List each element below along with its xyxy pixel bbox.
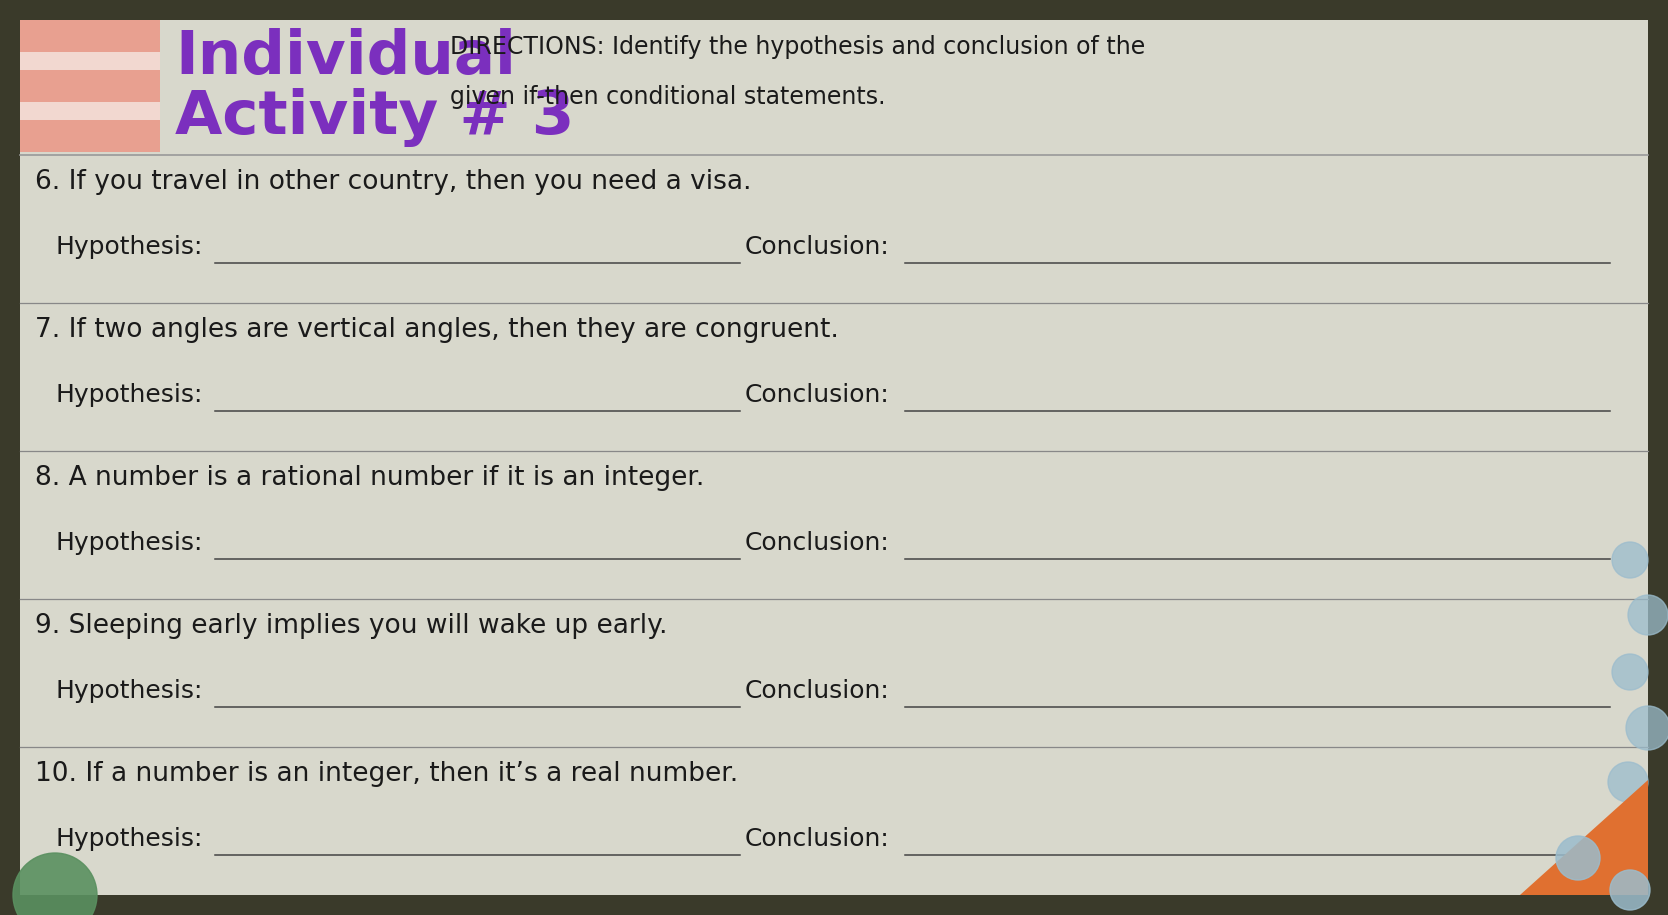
Circle shape [1556, 836, 1600, 880]
Bar [20, 120, 160, 152]
Circle shape [13, 853, 97, 915]
Circle shape [1608, 762, 1648, 802]
Text: Individual: Individual [175, 28, 515, 87]
Text: Conclusion:: Conclusion: [746, 827, 889, 851]
Text: Activity # 3: Activity # 3 [175, 88, 574, 147]
Bar [20, 102, 160, 120]
Text: 6. If you travel in other country, then you need a visa.: 6. If you travel in other country, then … [35, 169, 752, 195]
Circle shape [1611, 654, 1648, 690]
Circle shape [1628, 595, 1668, 635]
Circle shape [1626, 706, 1668, 750]
Bar [20, 52, 160, 70]
Text: DIRECTIONS: Identify the hypothesis and conclusion of the: DIRECTIONS: Identify the hypothesis and … [450, 35, 1146, 59]
Text: 8. A number is a rational number if it is an integer.: 8. A number is a rational number if it i… [35, 465, 704, 491]
Text: 9. Sleeping early implies you will wake up early.: 9. Sleeping early implies you will wake … [35, 613, 667, 639]
Bar [20, 70, 160, 102]
Bar [20, 20, 160, 52]
Text: Hypothesis:: Hypothesis: [55, 679, 202, 703]
Text: 7. If two angles are vertical angles, then they are congruent.: 7. If two angles are vertical angles, th… [35, 317, 839, 343]
Text: Hypothesis:: Hypothesis: [55, 827, 202, 851]
Text: Conclusion:: Conclusion: [746, 382, 889, 407]
Circle shape [1610, 870, 1650, 910]
Text: Conclusion:: Conclusion: [746, 531, 889, 554]
Text: Hypothesis:: Hypothesis: [55, 235, 202, 259]
Polygon shape [1520, 780, 1648, 895]
Circle shape [1611, 542, 1648, 578]
Text: Conclusion:: Conclusion: [746, 679, 889, 703]
Text: 10. If a number is an integer, then it’s a real number.: 10. If a number is an integer, then it’s… [35, 761, 739, 787]
Text: Hypothesis:: Hypothesis: [55, 531, 202, 554]
Text: given if-then conditional statements.: given if-then conditional statements. [450, 85, 886, 109]
Text: Conclusion:: Conclusion: [746, 235, 889, 259]
Text: Hypothesis:: Hypothesis: [55, 382, 202, 407]
